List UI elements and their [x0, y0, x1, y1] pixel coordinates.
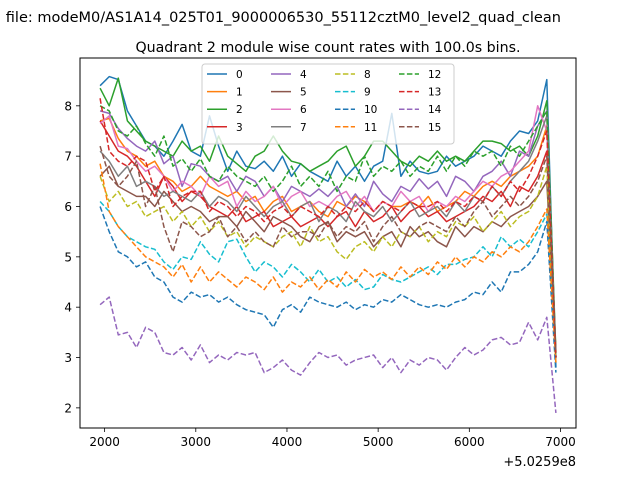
- y-tick-label: 3: [64, 351, 72, 365]
- figure-suptitle: n file: modeM0/AS1A14_025T01_9000006530_…: [0, 10, 561, 26]
- legend-label-11: 11: [364, 122, 377, 134]
- y-tick-label: 8: [64, 99, 72, 113]
- legend-label-8: 8: [364, 69, 371, 81]
- legend-label-4: 4: [300, 69, 307, 81]
- series-line-14: [99, 296, 557, 413]
- y-tick-label: 6: [64, 200, 72, 214]
- y-tick-label: 5: [64, 250, 72, 264]
- series-line-0: [99, 75, 557, 368]
- legend-label-13: 13: [428, 87, 441, 99]
- series-line-8: [99, 165, 557, 363]
- legend-label-15: 15: [428, 122, 441, 134]
- x-tick-label: 3000: [181, 435, 212, 449]
- series-layer: [99, 75, 557, 413]
- series-line-12: [99, 105, 557, 358]
- x-tick-label: 2000: [89, 435, 120, 449]
- legend-label-2: 2: [236, 104, 243, 116]
- series-line-13: [99, 98, 557, 358]
- x-tick-label: 6000: [454, 435, 485, 449]
- legend-label-10: 10: [364, 104, 377, 116]
- legend-label-5: 5: [300, 87, 307, 99]
- y-tick-label: 2: [64, 401, 72, 415]
- series-line-1: [99, 117, 557, 353]
- series-line-11: [99, 163, 557, 363]
- legend-box: [201, 63, 455, 145]
- series-line-15: [99, 145, 557, 353]
- legend-label-12: 12: [428, 69, 441, 81]
- y-tick-label: 4: [64, 301, 72, 315]
- series-line-9: [99, 200, 557, 363]
- x-tick-label: 7000: [545, 435, 576, 449]
- y-tick-label: 7: [64, 150, 72, 164]
- series-line-4: [99, 110, 557, 358]
- legend-label-1: 1: [236, 87, 243, 99]
- legend-label-14: 14: [428, 104, 442, 116]
- legend-label-3: 3: [236, 122, 243, 134]
- series-line-2: [99, 77, 557, 353]
- series-line-10: [99, 206, 557, 373]
- axis-ticks: 2000 3000 4000 5000 6000 7000 2 3 4 5 6 7 8: [64, 99, 575, 449]
- x-tick-label: 4000: [272, 435, 303, 449]
- legend-label-7: 7: [300, 122, 307, 134]
- legend-label-9: 9: [364, 87, 371, 99]
- legend-label-0: 0: [236, 69, 243, 81]
- plot-frame: [79, 57, 577, 429]
- legend-label-6: 6: [300, 104, 307, 116]
- x-offset-label: +5.0259e8: [503, 455, 576, 470]
- x-tick-label: 5000: [363, 435, 394, 449]
- chart-title: Quadrant 2 module wise count rates with …: [135, 40, 520, 56]
